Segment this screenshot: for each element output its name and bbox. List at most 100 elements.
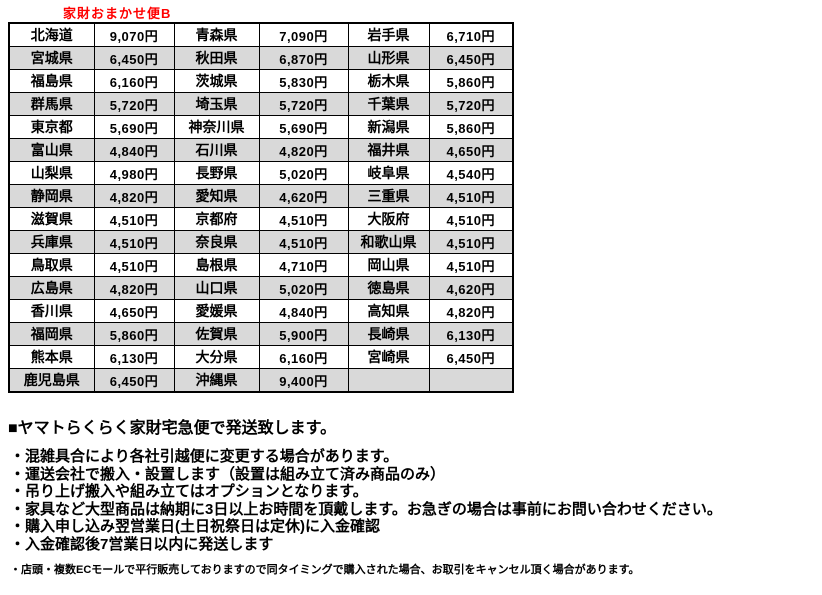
prefecture-cell: 奈良県 <box>173 230 260 254</box>
prefecture-cell: 宮崎県 <box>347 345 430 369</box>
price-cell: 7,090円 <box>258 22 349 47</box>
prefecture-cell: 宮城県 <box>8 46 95 70</box>
prefecture-cell: 福岡県 <box>8 322 95 346</box>
prefecture-cell: 大分県 <box>173 345 260 369</box>
prefecture-cell: 兵庫県 <box>8 230 95 254</box>
prefecture-cell: 青森県 <box>173 22 260 47</box>
prefecture-cell: 埼玉県 <box>173 92 260 116</box>
table-row: 広島県 4,820円 山口県 5,020円 徳島県 4,620円 <box>8 276 514 300</box>
prefecture-cell: 石川県 <box>173 138 260 162</box>
price-cell: 5,720円 <box>258 92 349 116</box>
prefecture-cell: 徳島県 <box>347 276 430 300</box>
price-cell: 6,450円 <box>428 46 514 70</box>
price-cell: 4,620円 <box>428 276 514 300</box>
prefecture-cell <box>347 368 430 393</box>
note-item: ・運送会社で搬入・設置します（設置は組み立て済み商品のみ） <box>10 465 446 483</box>
prefecture-cell: 愛知県 <box>173 184 260 208</box>
note-item: ・吊り上げ搬入や組み立てはオプションとなります。 <box>10 483 368 500</box>
notes-list: ・混雑具合により各社引越便に変更する場合があります。 ・運送会社で搬入・設置します… <box>8 448 818 553</box>
table-row: 北海道 9,070円 青森県 7,090円 岩手県 6,710円 <box>8 22 514 47</box>
price-cell: 4,650円 <box>93 299 175 323</box>
price-cell: 4,510円 <box>93 207 175 231</box>
price-cell: 5,860円 <box>93 322 175 346</box>
price-cell: 4,510円 <box>93 253 175 277</box>
prefecture-cell: 岩手県 <box>347 22 430 47</box>
price-cell: 6,870円 <box>258 46 349 70</box>
price-cell: 6,160円 <box>93 69 175 93</box>
prefecture-cell: 高知県 <box>347 299 430 323</box>
prefecture-cell: 鹿児島県 <box>8 368 95 393</box>
note-item: ・家具など大型商品は納期に3日以上お時間を頂戴します。お急ぎの場合は事前にお問い… <box>10 500 722 518</box>
price-cell: 9,400円 <box>258 368 349 393</box>
table-row: 福島県 6,160円 茨城県 5,830円 栃木県 5,860円 <box>8 69 514 93</box>
prefecture-cell: 香川県 <box>8 299 95 323</box>
prefecture-cell: 和歌山県 <box>347 230 430 254</box>
table-row: 熊本県 6,130円 大分県 6,160円 宮崎県 6,450円 <box>8 345 514 369</box>
prefecture-cell: 福井県 <box>347 138 430 162</box>
price-cell <box>428 368 514 393</box>
fine-print-note: ・店頭・複数ECモールで平行販売しておりますので同タイミングで購入された場合、お… <box>10 564 640 576</box>
price-cell: 4,510円 <box>258 230 349 254</box>
prefecture-cell: 新潟県 <box>347 115 430 139</box>
price-cell: 6,130円 <box>93 345 175 369</box>
price-cell: 4,540円 <box>428 161 514 185</box>
prefecture-cell: 岐阜県 <box>347 161 430 185</box>
prefecture-cell: 熊本県 <box>8 345 95 369</box>
price-cell: 6,450円 <box>428 345 514 369</box>
prefecture-cell: 三重県 <box>347 184 430 208</box>
price-cell: 4,510円 <box>428 207 514 231</box>
price-cell: 6,450円 <box>93 368 175 393</box>
table-row: 鹿児島県 6,450円 沖縄県 9,400円 <box>8 368 514 393</box>
price-cell: 5,690円 <box>93 115 175 139</box>
prefecture-cell: 愛媛県 <box>173 299 260 323</box>
price-cell: 4,820円 <box>428 299 514 323</box>
price-cell: 4,620円 <box>258 184 349 208</box>
price-cell: 4,840円 <box>93 138 175 162</box>
prefecture-cell: 沖縄県 <box>173 368 260 393</box>
table-row: 宮城県 6,450円 秋田県 6,870円 山形県 6,450円 <box>8 46 514 70</box>
note-item: ・購入申し込み翌営業日(土日祝祭日は定休)に入金確認 <box>10 518 380 535</box>
price-cell: 4,510円 <box>258 207 349 231</box>
prefecture-cell: 福島県 <box>8 69 95 93</box>
prefecture-cell: 栃木県 <box>347 69 430 93</box>
prefecture-cell: 茨城県 <box>173 69 260 93</box>
prefecture-cell: 北海道 <box>8 22 95 47</box>
price-cell: 4,510円 <box>428 253 514 277</box>
price-cell: 4,820円 <box>93 184 175 208</box>
price-cell: 4,710円 <box>258 253 349 277</box>
price-cell: 5,860円 <box>428 115 514 139</box>
table-row: 山梨県 4,980円 長野県 5,020円 岐阜県 4,540円 <box>8 161 514 185</box>
price-cell: 6,710円 <box>428 22 514 47</box>
price-cell: 5,720円 <box>428 92 514 116</box>
price-cell: 5,860円 <box>428 69 514 93</box>
price-cell: 5,690円 <box>258 115 349 139</box>
prefecture-cell: 富山県 <box>8 138 95 162</box>
prefecture-cell: 島根県 <box>173 253 260 277</box>
prefecture-cell: 滋賀県 <box>8 207 95 231</box>
prefecture-cell: 鳥取県 <box>8 253 95 277</box>
price-cell: 5,900円 <box>258 322 349 346</box>
price-cell: 5,020円 <box>258 161 349 185</box>
price-cell: 4,840円 <box>258 299 349 323</box>
price-cell: 4,510円 <box>428 230 514 254</box>
price-cell: 4,650円 <box>428 138 514 162</box>
prefecture-cell: 広島県 <box>8 276 95 300</box>
price-cell: 6,450円 <box>93 46 175 70</box>
price-cell: 4,510円 <box>93 230 175 254</box>
price-cell: 4,820円 <box>93 276 175 300</box>
table-title: 家財おまかせ便B <box>63 6 172 21</box>
price-cell: 6,130円 <box>428 322 514 346</box>
table-row: 滋賀県 4,510円 京都府 4,510円 大阪府 4,510円 <box>8 207 514 231</box>
prefecture-cell: 山口県 <box>173 276 260 300</box>
table-row: 東京都 5,690円 神奈川県 5,690円 新潟県 5,860円 <box>8 115 514 139</box>
prefecture-cell: 東京都 <box>8 115 95 139</box>
price-cell: 6,160円 <box>258 345 349 369</box>
price-cell: 4,820円 <box>258 138 349 162</box>
notes-heading: ■ヤマトらくらく家財宅急便で発送致します。 <box>8 420 337 437</box>
price-cell: 5,830円 <box>258 69 349 93</box>
price-cell: 4,980円 <box>93 161 175 185</box>
table-row: 兵庫県 4,510円 奈良県 4,510円 和歌山県 4,510円 <box>8 230 514 254</box>
prefecture-cell: 京都府 <box>173 207 260 231</box>
prefecture-cell: 神奈川県 <box>173 115 260 139</box>
note-item: ・入金確認後7営業日以内に発送します <box>10 535 274 553</box>
